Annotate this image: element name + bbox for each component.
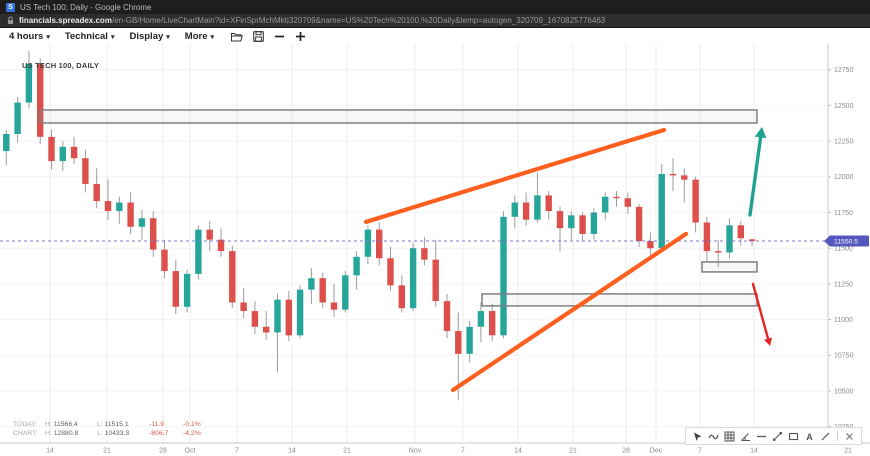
folder-open-icon bbox=[231, 32, 243, 42]
stats-row-chart: CHART: H: 12880.8 L: 10433.3 -806.7 -4.2… bbox=[13, 429, 217, 438]
chart-change-pct: -4.2% bbox=[183, 430, 201, 437]
svg-text:11000: 11000 bbox=[834, 317, 853, 324]
svg-text:21: 21 bbox=[343, 448, 351, 455]
svg-text:10750: 10750 bbox=[834, 353, 854, 360]
lock-icon bbox=[7, 16, 14, 25]
more-dropdown[interactable]: More bbox=[185, 31, 214, 42]
svg-text:7: 7 bbox=[698, 448, 702, 455]
svg-text:7: 7 bbox=[235, 448, 239, 455]
stats-row-today: TODAY: H: 11566.4 L: 11515.1 -11.9 -0.1% bbox=[13, 420, 217, 429]
svg-text:21: 21 bbox=[103, 448, 111, 455]
svg-text:12000: 12000 bbox=[834, 174, 854, 181]
zoom-in-button[interactable] bbox=[294, 31, 306, 43]
window-title: US Tech 100; Daily - Google Chrome bbox=[20, 2, 152, 12]
angle-tool[interactable] bbox=[739, 429, 752, 443]
svg-text:Oct: Oct bbox=[185, 448, 196, 455]
technical-dropdown[interactable]: Technical bbox=[65, 31, 115, 42]
today-high-value: 11566.4 bbox=[53, 421, 78, 428]
low-label: L: bbox=[97, 430, 103, 437]
horizontal-line-tool[interactable] bbox=[755, 429, 768, 443]
display-dropdown[interactable]: Display bbox=[129, 31, 169, 42]
open-chart-button[interactable] bbox=[231, 31, 243, 43]
svg-text:12500: 12500 bbox=[834, 103, 854, 110]
plus-icon bbox=[295, 31, 306, 42]
svg-text:14: 14 bbox=[288, 448, 296, 455]
stats-chart-label: CHART: bbox=[13, 430, 38, 437]
svg-text:11250: 11250 bbox=[834, 281, 853, 288]
trendline-tool[interactable] bbox=[771, 429, 784, 443]
rectangle-tool[interactable] bbox=[787, 429, 800, 443]
high-label: H: bbox=[45, 421, 52, 428]
chart-high-value: 12880.8 bbox=[53, 430, 79, 437]
close-tool[interactable] bbox=[843, 429, 856, 443]
low-label: L: bbox=[97, 421, 103, 428]
zoom-out-button[interactable] bbox=[273, 31, 285, 43]
svg-text:28: 28 bbox=[159, 448, 167, 455]
minus-icon bbox=[274, 31, 285, 42]
svg-text:10500: 10500 bbox=[834, 388, 854, 395]
svg-text:Nov: Nov bbox=[409, 448, 422, 455]
svg-text:A: A bbox=[806, 432, 813, 442]
svg-text:21: 21 bbox=[844, 448, 852, 455]
chart-stats: TODAY: H: 11566.4 L: 11515.1 -11.9 -0.1%… bbox=[13, 420, 217, 438]
svg-text:11550.5: 11550.5 bbox=[834, 239, 858, 246]
chart-area: 12750 12500 12250 12000 11750 11500 11250 11000… bbox=[0, 44, 870, 456]
svg-text:7: 7 bbox=[461, 448, 465, 455]
text-tool[interactable]: A bbox=[803, 429, 816, 443]
url-domain: financials.spreadex.com bbox=[19, 16, 112, 25]
svg-text:14: 14 bbox=[514, 448, 522, 455]
svg-text:Dec: Dec bbox=[650, 448, 663, 455]
timeframe-dropdown[interactable]: 4 hours bbox=[9, 31, 50, 42]
svg-text:11500: 11500 bbox=[834, 246, 853, 253]
chart-change-value: -806.7 bbox=[149, 430, 169, 437]
today-change-value: -11.9 bbox=[149, 421, 164, 428]
svg-text:14: 14 bbox=[750, 448, 758, 455]
urlbar[interactable]: financials.spreadex.com/en-GB/Home/LiveC… bbox=[0, 14, 870, 28]
svg-text:21: 21 bbox=[569, 448, 577, 455]
symbol-label: US TECH 100, DAILY bbox=[22, 61, 100, 70]
diagonal-line-tool[interactable] bbox=[819, 429, 832, 443]
spreadex-favicon: S bbox=[6, 2, 15, 12]
save-chart-button[interactable] bbox=[252, 31, 264, 43]
price-chart[interactable]: 12750 12500 12250 12000 11750 11500 11250 11000… bbox=[0, 44, 870, 456]
toolbar-divider bbox=[837, 431, 838, 441]
url-path: /en-GB/Home/LiveChartMain?id=XFinSprMchM… bbox=[111, 16, 606, 25]
high-label: H: bbox=[45, 430, 52, 437]
today-low-value: 11515.1 bbox=[104, 421, 129, 428]
chart-low-value: 10433.3 bbox=[104, 430, 130, 437]
titlebar: S US Tech 100; Daily - Google Chrome bbox=[0, 0, 870, 14]
svg-text:12250: 12250 bbox=[834, 139, 854, 146]
grid-tool[interactable] bbox=[723, 429, 736, 443]
freehand-tool[interactable] bbox=[707, 429, 720, 443]
svg-text:28: 28 bbox=[622, 448, 630, 455]
svg-text:14: 14 bbox=[46, 448, 54, 455]
address-url[interactable]: financials.spreadex.com/en-GB/Home/LiveC… bbox=[19, 16, 605, 25]
today-change-pct: -0.1% bbox=[183, 421, 201, 428]
svg-text:12750: 12750 bbox=[834, 67, 854, 74]
save-icon bbox=[252, 31, 264, 42]
stats-today-label: TODAY: bbox=[13, 421, 38, 428]
cursor-tool[interactable] bbox=[691, 429, 704, 443]
svg-text:11750: 11750 bbox=[834, 210, 853, 217]
drawing-toolbar: A bbox=[685, 427, 862, 445]
